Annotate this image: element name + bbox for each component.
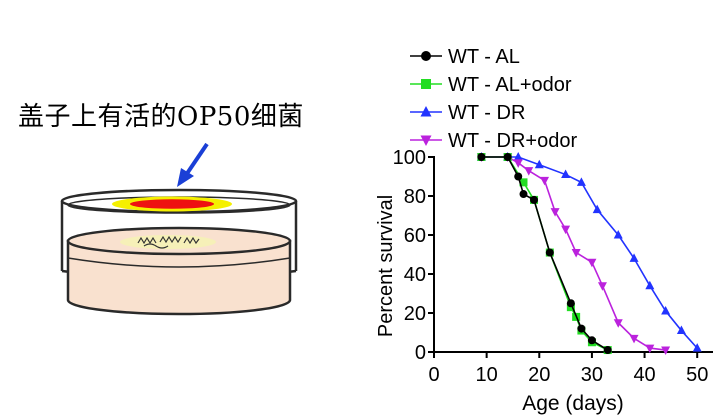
data-point — [629, 334, 639, 344]
data-point — [503, 153, 512, 161]
data-point — [513, 159, 523, 168]
data-point — [577, 324, 586, 333]
series-wt-al — [477, 153, 612, 355]
x-tick-label: 0 — [428, 364, 439, 386]
data-point — [592, 204, 602, 214]
data-point — [477, 153, 486, 161]
series-wt-dr-odor — [476, 153, 671, 356]
data-point — [550, 208, 560, 217]
data-point — [519, 178, 528, 187]
data-point — [661, 306, 671, 315]
plate-body — [66, 239, 292, 316]
legend-entry: WT - DR+odor — [410, 130, 577, 152]
y-tick-label: 80 — [404, 186, 426, 208]
data-point — [571, 249, 581, 258]
caption-text: 盖子上有活的OP50细菌 — [18, 102, 304, 132]
data-point — [561, 169, 571, 179]
arrow-shaft — [184, 142, 209, 177]
data-point — [613, 230, 623, 239]
data-point — [561, 225, 571, 235]
chart-axes: 0 20 40 60 80 100 0 10 20 30 40 50 Age (days) Percent… — [375, 147, 713, 415]
data-point — [513, 152, 523, 161]
x-tick-label: 10 — [476, 364, 498, 386]
x-tick-label: 20 — [528, 364, 550, 386]
plate-agar-line — [67, 257, 291, 268]
legend-label: WT - DR+odor — [448, 130, 577, 152]
legend-entry: WT - AL+odor — [410, 74, 572, 96]
data-point — [587, 336, 596, 345]
blue-arrow — [177, 142, 209, 187]
data-point — [692, 343, 702, 352]
y-tick-label: 0 — [415, 342, 426, 364]
data-point — [519, 190, 528, 199]
y-axis-label: Percent survival — [375, 195, 397, 337]
data-point — [629, 253, 639, 262]
data-point — [530, 195, 539, 204]
y-tick-label: 20 — [404, 303, 426, 325]
data-point — [545, 248, 554, 257]
series-line — [481, 156, 609, 351]
data-point — [420, 135, 432, 146]
data-point — [420, 106, 432, 117]
series-wt-dr — [476, 152, 702, 352]
data-point — [597, 282, 607, 291]
y-tick-label: 100 — [393, 147, 426, 169]
legend-label: WT - AL+odor — [448, 74, 572, 96]
legend-entry: WT - AL — [410, 46, 520, 68]
y-tick-label: 40 — [404, 264, 426, 286]
worms — [137, 235, 200, 249]
arrow-head — [177, 168, 194, 187]
data-point — [524, 167, 534, 176]
series-line — [481, 156, 609, 351]
dish-lid — [60, 188, 298, 280]
y-tick-label: 60 — [404, 225, 426, 247]
data-point — [603, 346, 612, 355]
data-point — [587, 258, 597, 268]
dish-plate — [66, 226, 292, 316]
legend-label: WT - AL — [448, 46, 520, 68]
series-line — [481, 156, 666, 351]
bacteria-lawn-inner — [130, 199, 214, 209]
data-point — [534, 159, 544, 169]
data-point — [514, 172, 523, 181]
data-point — [645, 344, 655, 354]
data-point — [566, 299, 575, 308]
data-point — [421, 79, 431, 89]
data-point — [576, 177, 586, 186]
data-point — [613, 319, 623, 328]
x-axis-label: Age (days) — [522, 392, 624, 415]
data-point — [421, 51, 431, 61]
legend-entry: WT - DR — [410, 102, 525, 124]
legend-label: WT - DR — [448, 102, 525, 124]
x-tick-label: 30 — [581, 364, 603, 386]
data-point — [645, 280, 655, 290]
chart-legend: WT - AL WT - AL+odor WT - DR WT - DR+odor — [410, 46, 577, 152]
x-tick-label: 40 — [633, 364, 655, 386]
lid-side — [60, 201, 298, 271]
data-point — [676, 325, 686, 335]
x-tick-label: 50 — [686, 364, 708, 386]
series-line — [481, 156, 698, 349]
data-point — [540, 176, 550, 186]
chart-series — [476, 152, 702, 356]
data-point — [661, 346, 671, 356]
